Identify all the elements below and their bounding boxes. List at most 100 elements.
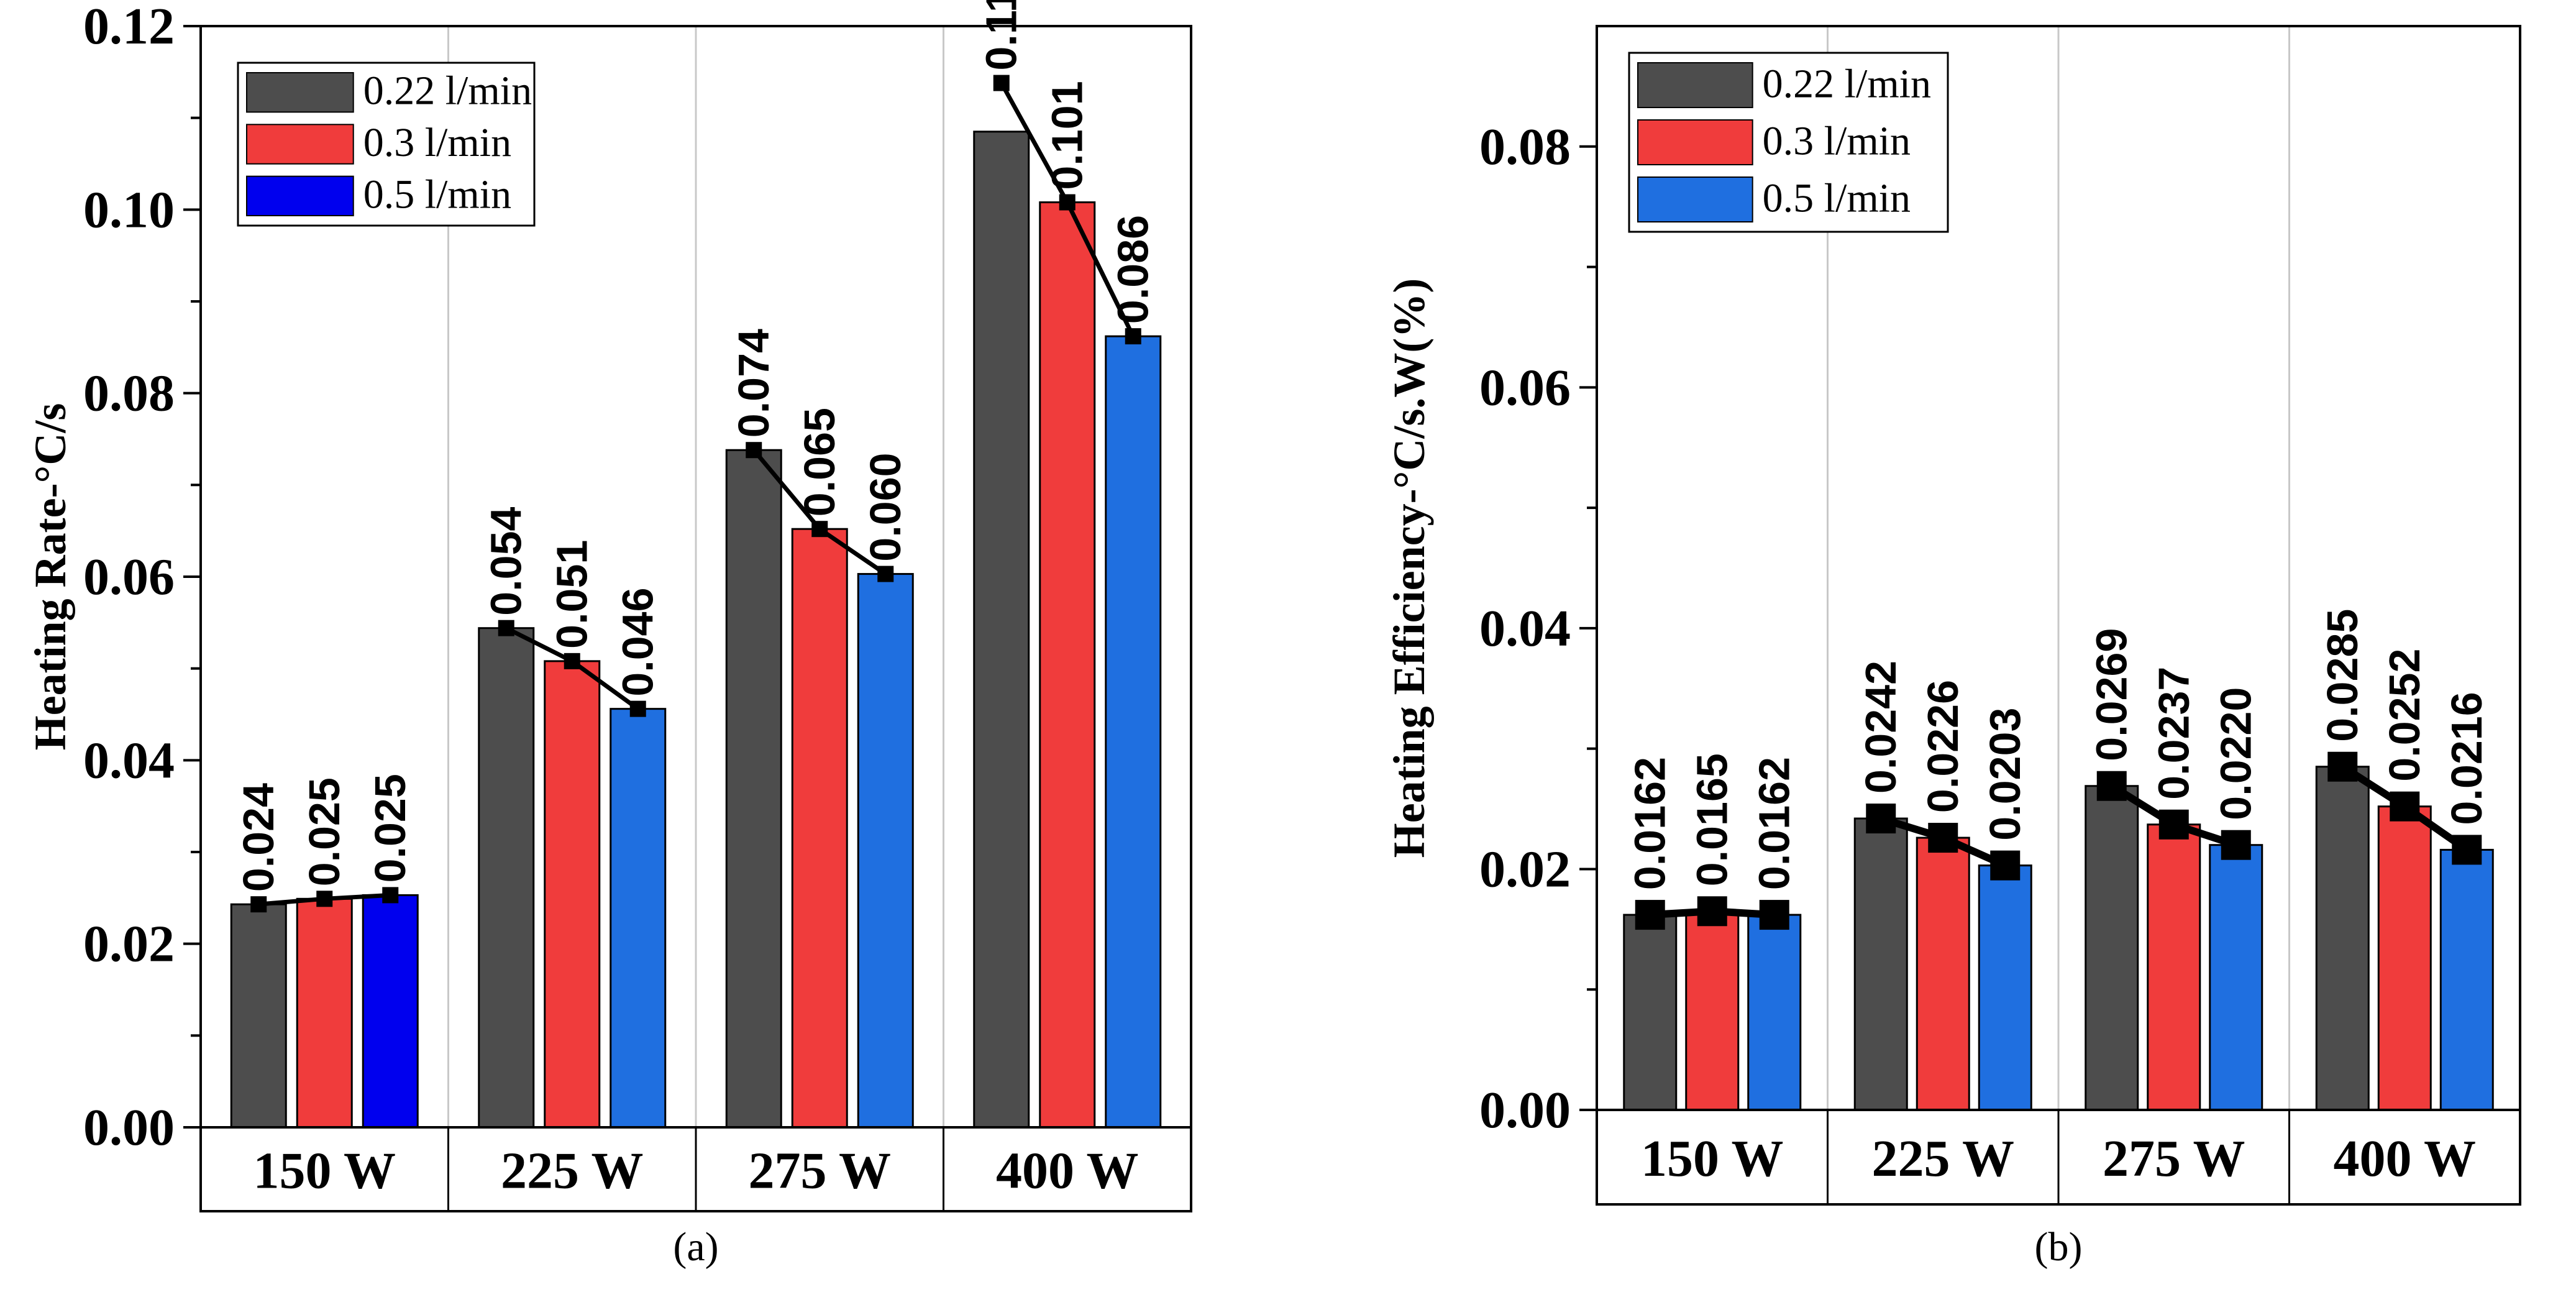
data-label: 0.086 — [1109, 215, 1158, 324]
data-label: 0.074 — [729, 329, 778, 438]
bar-022lmin-400W — [973, 131, 1030, 1129]
data-label: 0.114 — [977, 0, 1026, 71]
data-label: 0.025 — [366, 774, 414, 882]
data-marker — [811, 521, 828, 538]
y-tick-label: 0.06 — [83, 548, 175, 606]
bar-022lmin-275W — [2085, 785, 2139, 1111]
bar-022lmin-225W — [478, 627, 535, 1129]
bar-05lmin-275W — [857, 573, 914, 1129]
data-marker — [1928, 823, 1958, 853]
data-marker — [877, 566, 894, 582]
data-label: 0.051 — [548, 540, 596, 649]
bar-022lmin-225W — [1853, 817, 1908, 1111]
data-marker — [250, 896, 267, 913]
legend-swatch — [246, 124, 354, 165]
data-label: 0.0237 — [2150, 667, 2198, 800]
legend-swatch — [246, 175, 354, 216]
bar-03lmin-275W — [791, 528, 848, 1129]
legend-swatch — [1637, 62, 1753, 108]
bar-05lmin-400W — [2439, 848, 2494, 1111]
data-marker — [2221, 830, 2251, 860]
category-label: 225 W — [1872, 1130, 2014, 1188]
y-tick-label: 0.00 — [83, 1099, 175, 1157]
legend-swatch — [246, 72, 354, 113]
y-axis-title: Heating Rate-°C/s — [25, 403, 75, 751]
data-label: 0.025 — [300, 777, 349, 886]
data-label: 0.024 — [234, 783, 283, 892]
data-label: 0.0162 — [1626, 757, 1674, 890]
y-tick-label: 0.00 — [1479, 1081, 1571, 1139]
y-tick-label: 0.12 — [83, 0, 175, 55]
data-marker — [498, 620, 514, 636]
bar-05lmin-225W — [1978, 864, 2032, 1111]
data-label: 0.101 — [1043, 81, 1092, 190]
y-tick-label: 0.04 — [1479, 600, 1571, 657]
bar-03lmin-400W — [2377, 805, 2432, 1111]
data-marker — [1697, 896, 1727, 927]
data-label: 0.0226 — [1919, 680, 1967, 813]
legend-entry: 0.3 l/min — [363, 120, 511, 165]
bar-05lmin-400W — [1105, 335, 1162, 1129]
legend-entry: 0.22 l/min — [1763, 62, 1931, 107]
data-label: 0.065 — [795, 408, 844, 516]
category-label: 150 W — [1641, 1130, 1783, 1188]
category-axis-box — [199, 1126, 1192, 1212]
panel-caption: (a) — [673, 1224, 718, 1270]
data-marker — [2390, 791, 2420, 822]
data-marker — [2158, 809, 2189, 840]
data-marker — [1759, 900, 1789, 930]
bar-03lmin-275W — [2147, 823, 2201, 1111]
data-label: 0.0165 — [1688, 753, 1737, 886]
bar-022lmin-275W — [725, 449, 782, 1129]
data-marker — [1635, 900, 1665, 930]
data-label: 0.054 — [482, 506, 531, 615]
data-label: 0.0285 — [2318, 609, 2367, 742]
bar-03lmin-150W — [1685, 910, 1740, 1111]
category-label: 275 W — [2103, 1130, 2245, 1188]
category-label: 275 W — [749, 1142, 891, 1200]
bar-03lmin-150W — [296, 897, 353, 1129]
data-label: 0.0203 — [1981, 708, 2029, 841]
bar-03lmin-225W — [1916, 836, 1970, 1111]
panel-a-heating-rate: 0.00 0.02 0.04 0.06 0.08 0.10 0.12 Heating Rate… — [25, 0, 1192, 1270]
data-marker — [2096, 771, 2127, 801]
bar-03lmin-400W — [1039, 201, 1096, 1129]
y-axis-title: Heating Efficiency-°C/s.W(%) — [1384, 278, 1434, 858]
data-label: 0.060 — [861, 452, 910, 561]
bar-05lmin-150W — [362, 894, 419, 1129]
data-marker — [1990, 850, 2021, 881]
bar-05lmin-275W — [2209, 844, 2263, 1111]
category-label: 225 W — [501, 1142, 643, 1200]
data-label: 0.0252 — [2380, 649, 2429, 782]
legend-entry: 0.5 l/min — [363, 172, 511, 217]
bar-05lmin-225W — [610, 708, 667, 1129]
legend-entry: 0.22 l/min — [363, 68, 532, 114]
y-tick-label: 0.08 — [1479, 118, 1571, 176]
bar-03lmin-225W — [544, 660, 601, 1129]
data-label: 0.0242 — [1857, 661, 1905, 794]
data-label: 0.0269 — [2088, 628, 2136, 761]
data-marker — [382, 887, 399, 904]
data-marker — [564, 653, 580, 669]
bar-05lmin-150W — [1747, 914, 1802, 1111]
bar-022lmin-400W — [2315, 766, 2370, 1111]
category-label: 150 W — [253, 1142, 396, 1200]
data-marker — [1125, 328, 1141, 345]
category-axis-box — [1596, 1109, 2521, 1206]
legend-swatch — [1637, 176, 1753, 222]
legend-entry: 0.3 l/min — [1763, 119, 1911, 164]
data-label: 0.0216 — [2442, 692, 2491, 825]
bar-022lmin-150W — [230, 903, 287, 1129]
y-tick-label: 0.06 — [1479, 359, 1571, 416]
panel-b-heating-efficiency: 0.00 0.02 0.04 0.06 0.08 Heating Efficiency-°… — [1384, 25, 2521, 1270]
y-tick-label: 0.10 — [83, 181, 175, 239]
legend-swatch — [1637, 119, 1753, 165]
category-label: 400 W — [996, 1142, 1138, 1200]
data-marker — [629, 700, 646, 717]
data-marker — [1866, 804, 1896, 834]
data-marker — [2452, 835, 2482, 865]
y-tick-label: 0.02 — [83, 915, 175, 973]
category-label: 400 W — [2334, 1130, 2476, 1188]
panel-caption: (b) — [2035, 1224, 2083, 1270]
